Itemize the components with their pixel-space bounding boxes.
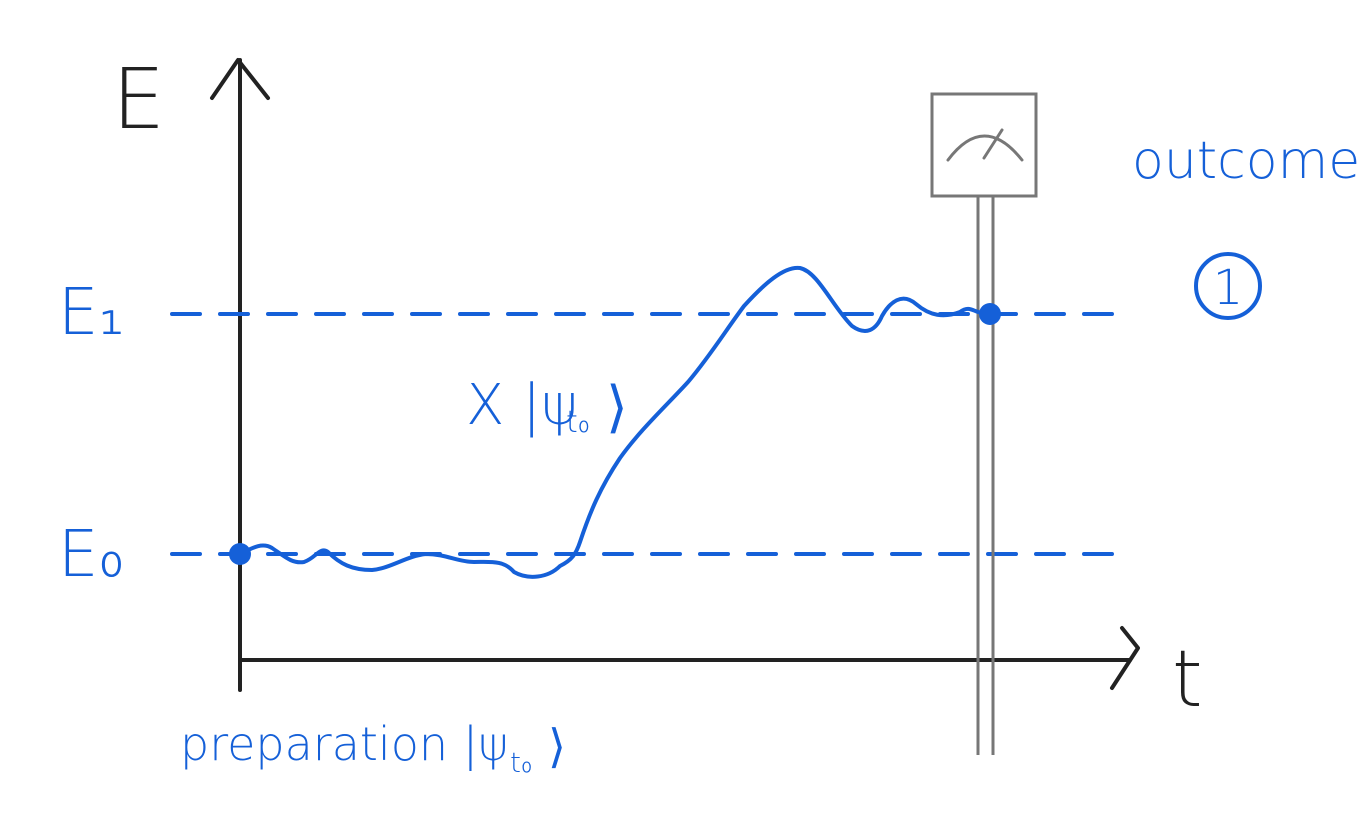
state-label-subscript: t₀ bbox=[566, 405, 590, 440]
outcome-annotation: outcome 1 bbox=[1132, 131, 1360, 320]
outcome-label: outcome bbox=[1132, 131, 1360, 191]
measured-state-dot bbox=[979, 303, 1001, 325]
state-label: X |ψ t₀ ⟩ bbox=[466, 373, 628, 440]
axes: E t bbox=[112, 50, 1203, 725]
ground-level-label: E₀ bbox=[58, 518, 124, 592]
preparation-label-main: preparation |ψ bbox=[180, 717, 508, 772]
y-axis-arrowhead bbox=[210, 58, 270, 100]
outcome-circle bbox=[1194, 252, 1262, 320]
measurement-apparatus bbox=[930, 92, 1038, 755]
meter-box bbox=[930, 92, 1038, 198]
x-axis-arrowhead bbox=[1110, 626, 1140, 690]
preparation-label: preparation |ψ t₀ ⟩ bbox=[180, 717, 566, 779]
x-axis-label: t bbox=[1172, 635, 1203, 725]
initial-state-dot bbox=[229, 543, 251, 565]
state-label-main: X |ψ bbox=[466, 373, 578, 438]
energy-levels: E₁ E₀ bbox=[58, 276, 1130, 592]
y-axis-label: E bbox=[112, 50, 165, 148]
outcome-value: 1 bbox=[1213, 260, 1244, 316]
preparation-label-subscript: t₀ bbox=[510, 746, 532, 779]
preparation-label-close: ⟩ bbox=[548, 719, 566, 773]
measurement-meter-icon bbox=[946, 128, 1024, 162]
upper-level-label: E₁ bbox=[58, 276, 124, 350]
state-label-close: ⟩ bbox=[606, 375, 628, 440]
state-trajectory bbox=[238, 265, 994, 579]
